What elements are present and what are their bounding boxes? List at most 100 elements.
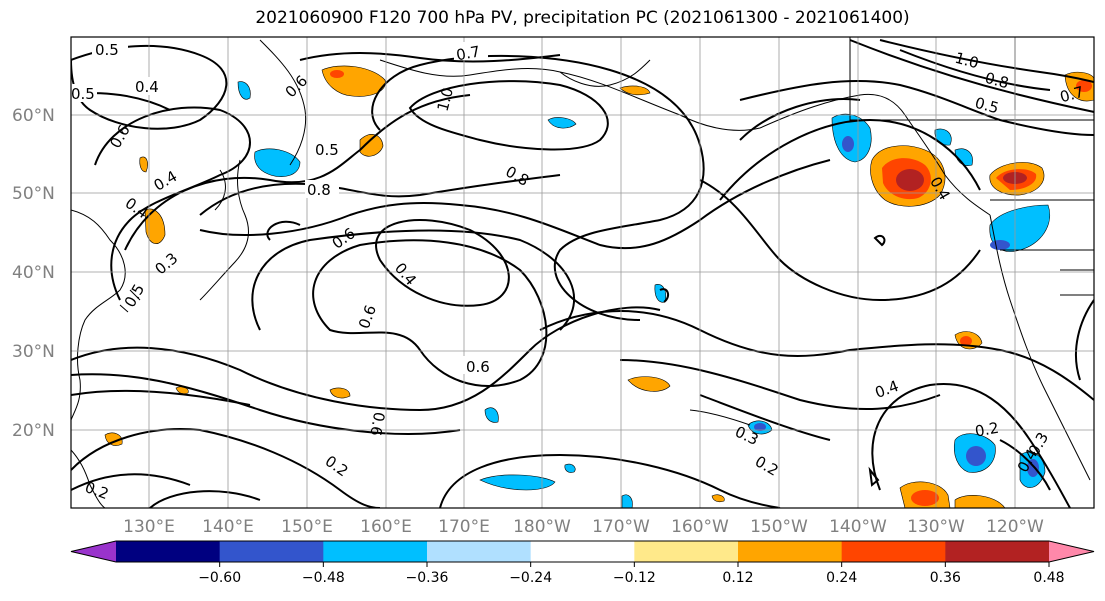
lon-tick-label: 140°E	[202, 517, 254, 537]
contour-label: 0.3	[152, 249, 182, 278]
lat-tick-label: 60°N	[12, 106, 55, 126]
precip-negative-area	[654, 284, 667, 303]
contour-label: 0.4	[873, 377, 902, 402]
contour-label: 0.8	[307, 181, 331, 199]
precip-positive-area	[619, 85, 651, 96]
colorbar-tick-label: −0.60	[198, 570, 241, 586]
contour-label: 0.2	[322, 452, 352, 480]
colorbar-segment	[530, 541, 635, 562]
lon-tick-label: 150°E	[281, 517, 333, 537]
precip-positive-core	[911, 490, 939, 506]
precip-positive-area	[104, 432, 123, 446]
precip-negative-area	[934, 128, 952, 146]
colorbar-tick-label: −0.24	[509, 570, 552, 586]
pv-contours	[71, 39, 1094, 508]
contour-label: 0.8	[502, 162, 532, 190]
precip-negative-core	[990, 240, 1010, 250]
lon-tick-label: 150°W	[750, 517, 808, 537]
contour-label: 0.2	[974, 419, 1001, 441]
contour-label: 0.4	[391, 259, 420, 289]
lon-tick-label: 170°E	[438, 517, 490, 537]
precip-shading	[104, 65, 1094, 508]
chart-title: 2021060900 F120 700 hPa PV, precipitatio…	[255, 8, 910, 28]
precip-negative-core	[966, 446, 986, 466]
colorbar-tick-label: −0.12	[613, 570, 656, 586]
precip-positive-area	[359, 134, 384, 157]
colorbar-segment	[841, 541, 946, 562]
colorbar-tick-label: −0.36	[406, 570, 449, 586]
contour-label: 0.6	[355, 303, 380, 332]
coastlines	[71, 37, 1094, 508]
contour-label: 1.0	[953, 49, 981, 73]
precip-positive-area	[329, 387, 351, 399]
precip-negative-core	[842, 136, 854, 152]
contour-label: 0.2	[83, 478, 112, 503]
lon-tick-label: 180°W	[513, 517, 571, 537]
precip-positive-area	[144, 208, 166, 244]
contour-label: 0.6	[366, 411, 388, 438]
contour-label: 0.6	[329, 224, 359, 252]
precip-positive-area	[321, 65, 386, 97]
lat-axis: 60°N 50°N 40°N 30°N 20°N	[12, 106, 55, 441]
colorbar-segment	[219, 541, 324, 562]
contour-label: 0.5	[95, 41, 119, 59]
precip-negative-area	[479, 474, 556, 491]
contour-label: 0.5	[315, 141, 339, 159]
lon-tick-label: 160°W	[671, 517, 729, 537]
colorbar-segment	[323, 541, 428, 562]
contour-label: 0.7	[455, 42, 482, 64]
lon-tick-label: 130°W	[907, 517, 965, 537]
colorbar-tick-label: 0.12	[722, 570, 753, 586]
lon-tick-label: 170°W	[592, 517, 650, 537]
precip-positive-area	[954, 495, 1006, 508]
precip-negative-area	[547, 117, 577, 129]
contour-labels: 0.5 0.4 0.5 0.6 0.6 0.4 0.7 1.0 0.5 0.8 …	[71, 40, 1086, 503]
contour-label: 0.8	[983, 69, 1011, 93]
precip-negative-area	[564, 463, 576, 473]
colorbar-segment	[945, 541, 1050, 562]
lat-tick-label: 20°N	[12, 421, 55, 441]
gridlines	[71, 37, 1094, 508]
contour-label: 0.5	[973, 94, 1001, 118]
lat-tick-label: 30°N	[12, 342, 55, 362]
colorbar-outline	[70, 540, 1095, 563]
precip-negative-area	[484, 407, 499, 423]
colorbar-tick-label: 0.48	[1033, 570, 1064, 586]
precip-negative-area	[254, 148, 301, 177]
colorbar-extend-max	[1049, 541, 1094, 562]
precip-positive-area	[627, 376, 671, 392]
lon-tick-label: 120°W	[986, 517, 1044, 537]
lon-tick-label: 140°W	[829, 517, 887, 537]
precip-positive-core	[1076, 80, 1092, 92]
lon-axis: 130°E 140°E 150°E 160°E 170°E 180°W 170°…	[123, 517, 1044, 537]
precip-positive-area	[711, 494, 725, 503]
precip-positive-core	[330, 70, 344, 78]
lon-tick-label: 130°E	[123, 517, 175, 537]
precip-negative-area	[621, 494, 633, 508]
colorbar-segment	[738, 541, 843, 562]
colorbar-segment	[634, 541, 739, 562]
contour-label: 1.0	[434, 86, 458, 114]
colorbar-segment	[116, 541, 221, 562]
lat-tick-label: 50°N	[12, 184, 55, 204]
lat-tick-label: 40°N	[12, 263, 55, 283]
contour-label: 0.4	[151, 167, 181, 195]
colorbar-tick-label: 0.36	[930, 570, 961, 586]
contour-label: 0.7	[1058, 83, 1086, 107]
precip-positive-area	[139, 156, 148, 173]
precip-negative-area	[237, 81, 251, 100]
contour-label: 0.6	[466, 358, 490, 376]
map-frame	[70, 36, 1095, 509]
contour-label: 0.4	[135, 78, 159, 96]
lon-tick-label: 160°E	[360, 517, 412, 537]
colorbar-extend-min	[71, 541, 116, 562]
colorbar-tick-label: 0.24	[826, 570, 857, 586]
colorbar: −0.60 −0.48 −0.36 −0.24 −0.12 0.12 0.24 0.36 0.4…	[70, 540, 1095, 586]
colorbar-segment	[427, 541, 532, 562]
precip-positive-core	[960, 336, 972, 346]
contour-label: 0.2	[752, 452, 782, 480]
contour-label: 0.5	[121, 281, 149, 311]
contour-label: 0.5	[71, 85, 95, 103]
precip-positive-core	[896, 169, 924, 191]
